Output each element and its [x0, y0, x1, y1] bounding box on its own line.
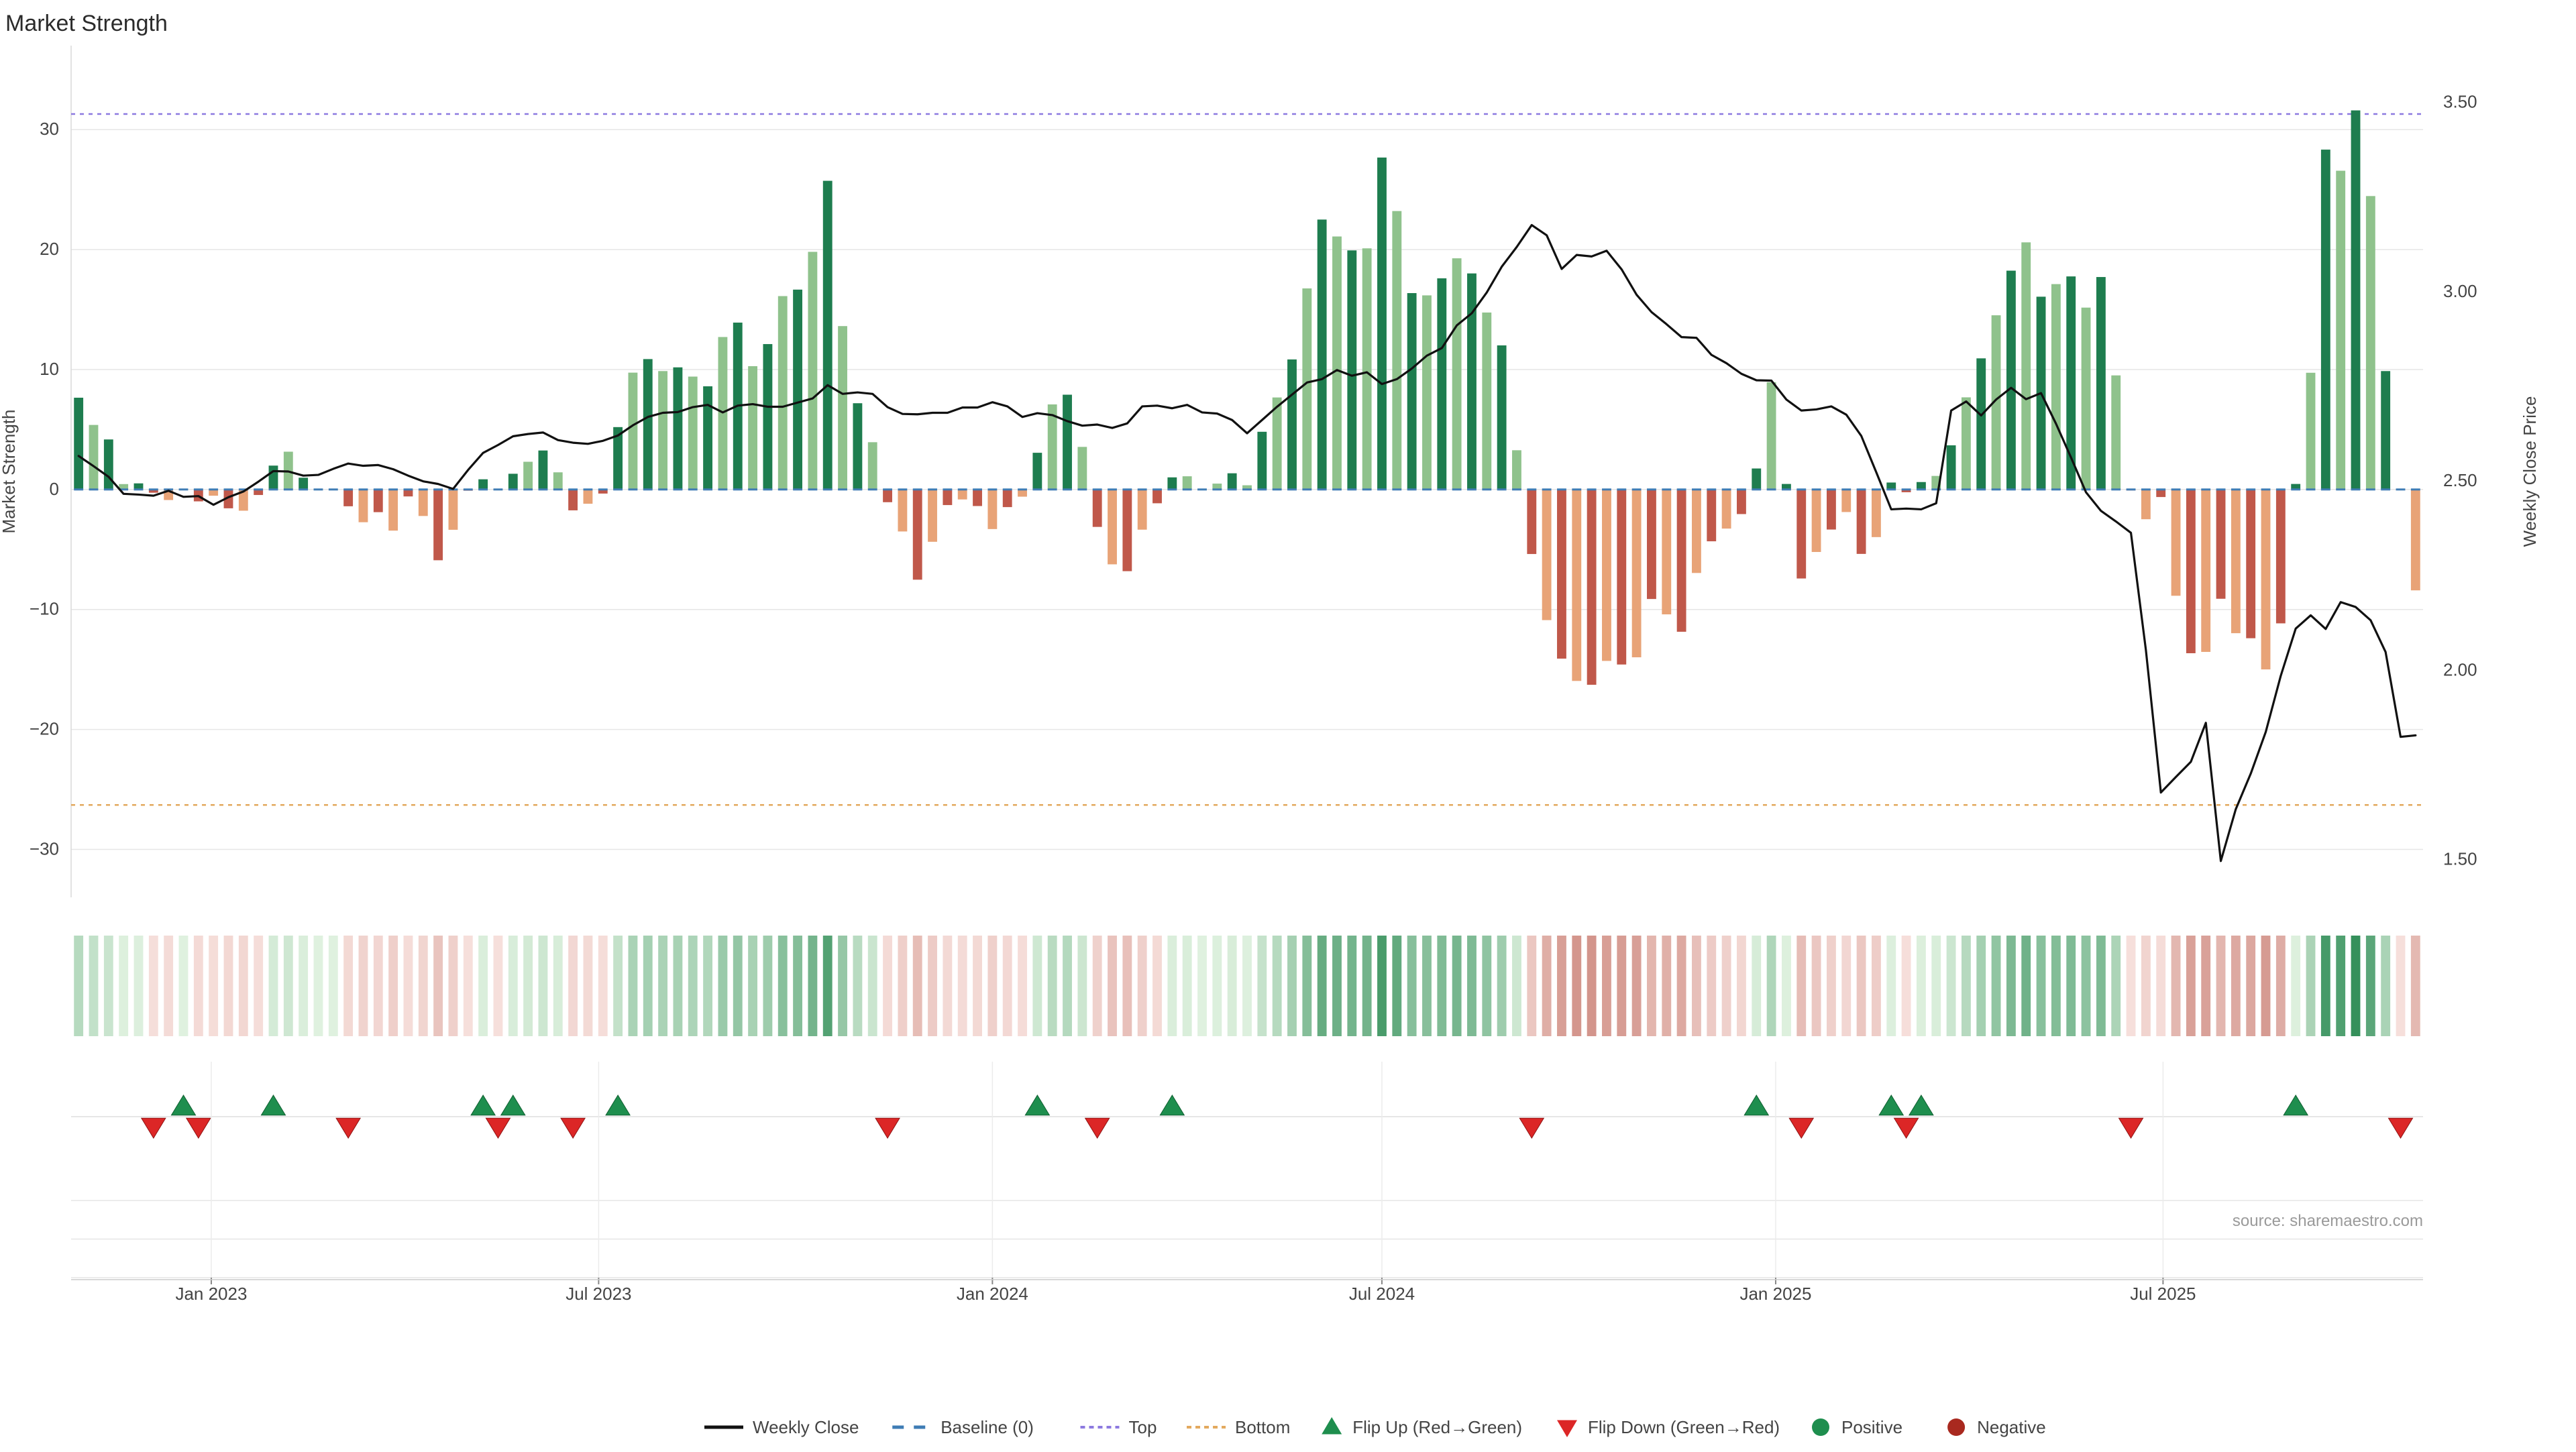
svg-text:Bottom: Bottom	[1235, 1417, 1290, 1437]
svg-text:Baseline (0): Baseline (0)	[941, 1417, 1034, 1437]
svg-text:Jan 2025: Jan 2025	[1739, 1284, 1811, 1304]
svg-text:Positive: Positive	[1841, 1417, 1902, 1437]
svg-text:10: 10	[40, 359, 59, 379]
svg-text:source: sharemaestro.com: source: sharemaestro.com	[2233, 1212, 2423, 1230]
svg-text:−10: −10	[30, 599, 59, 619]
svg-text:Jul 2024: Jul 2024	[1349, 1284, 1415, 1304]
svg-text:0: 0	[50, 479, 59, 499]
svg-text:Jul 2025: Jul 2025	[2130, 1284, 2196, 1304]
svg-text:2.50: 2.50	[2443, 470, 2477, 490]
svg-text:Flip Up (Red→Green): Flip Up (Red→Green)	[1352, 1417, 1522, 1437]
svg-text:Market Strength: Market Strength	[5, 11, 168, 36]
svg-text:1.50: 1.50	[2443, 849, 2477, 869]
svg-text:Top: Top	[1129, 1417, 1157, 1437]
svg-text:−20: −20	[30, 719, 59, 739]
svg-text:3.00: 3.00	[2443, 281, 2477, 301]
svg-text:3.50: 3.50	[2443, 92, 2477, 112]
svg-text:30: 30	[40, 119, 59, 139]
svg-text:20: 20	[40, 239, 59, 259]
svg-text:Market Strength: Market Strength	[0, 410, 19, 534]
svg-text:Jul 2023: Jul 2023	[566, 1284, 631, 1304]
svg-text:Jan 2023: Jan 2023	[175, 1284, 247, 1304]
svg-text:Flip Down (Green→Red): Flip Down (Green→Red)	[1588, 1417, 1780, 1437]
svg-text:Jan 2024: Jan 2024	[957, 1284, 1028, 1304]
svg-text:−30: −30	[30, 839, 59, 859]
svg-text:Weekly Close Price: Weekly Close Price	[2520, 396, 2540, 547]
svg-text:Negative: Negative	[1977, 1417, 2046, 1437]
svg-text:Weekly Close: Weekly Close	[753, 1417, 859, 1437]
svg-text:2.00: 2.00	[2443, 659, 2477, 679]
